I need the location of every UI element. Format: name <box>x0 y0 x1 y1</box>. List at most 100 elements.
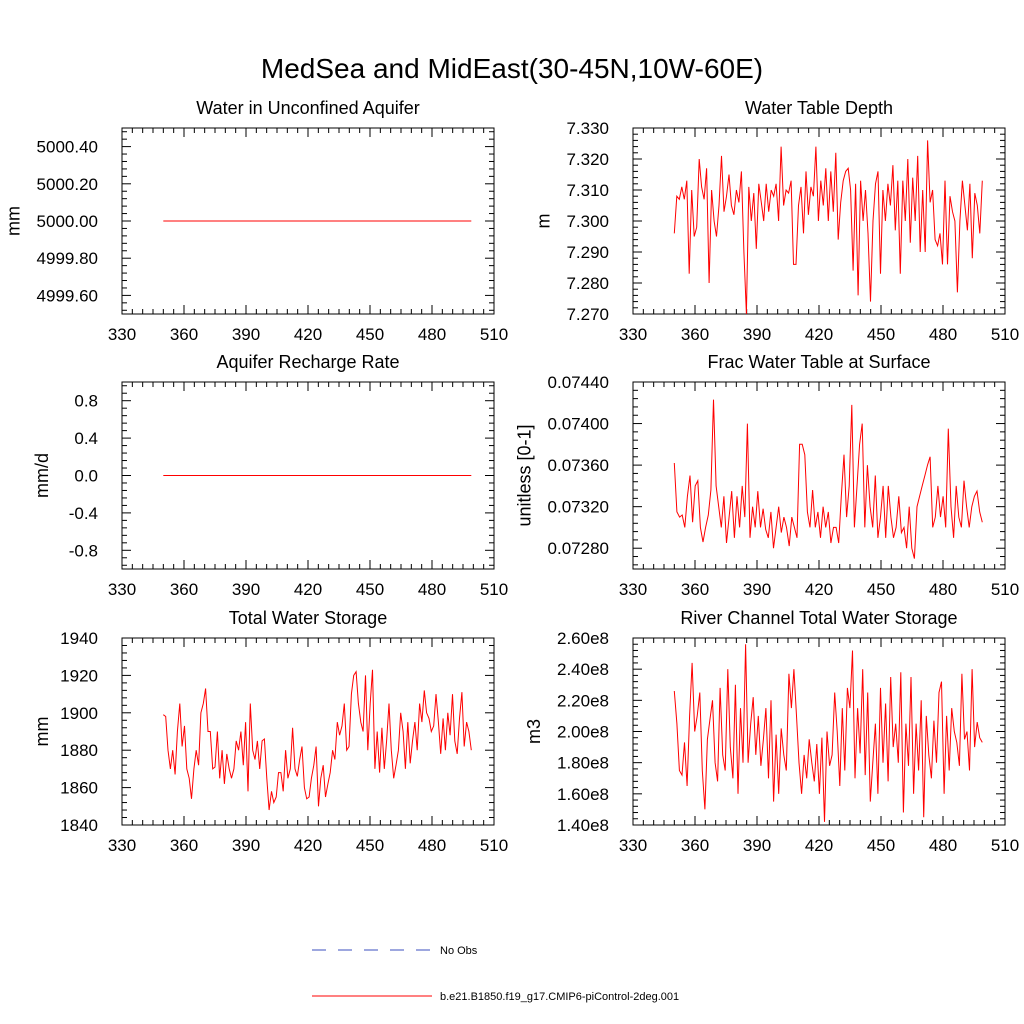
y-tick-label: 0.07320 <box>548 498 609 517</box>
panel-title: River Channel Total Water Storage <box>680 608 957 628</box>
series-line <box>673 644 983 822</box>
y-tick-label: 0.8 <box>74 392 98 411</box>
y-tick-label: 5000.40 <box>37 138 98 157</box>
y-tick-label: 1860 <box>60 779 98 798</box>
x-tick-label: 450 <box>356 580 384 599</box>
series-line <box>163 669 472 811</box>
x-tick-label: 510 <box>480 836 508 855</box>
y-tick-label: 1880 <box>60 741 98 760</box>
panel-title: Aquifer Recharge Rate <box>216 352 399 372</box>
x-tick-label: 450 <box>356 836 384 855</box>
y-tick-label: 2.00e8 <box>557 723 609 742</box>
x-tick-label: 510 <box>991 836 1019 855</box>
x-tick-label: 450 <box>867 580 895 599</box>
y-tick-label: 1920 <box>60 666 98 685</box>
x-tick-label: 330 <box>108 580 136 599</box>
x-tick-label: 480 <box>418 836 446 855</box>
x-tick-label: 420 <box>805 325 833 344</box>
y-tick-label: 7.330 <box>566 119 609 138</box>
x-tick-label: 330 <box>108 325 136 344</box>
y-tick-label: -0.8 <box>69 541 98 560</box>
x-tick-label: 330 <box>619 836 647 855</box>
x-tick-label: 510 <box>991 325 1019 344</box>
x-tick-label: 360 <box>170 325 198 344</box>
y-tick-label: 2.40e8 <box>557 660 609 679</box>
x-tick-label: 480 <box>929 836 957 855</box>
x-tick-label: 390 <box>232 325 260 344</box>
x-tick-label: 420 <box>294 580 322 599</box>
x-tick-label: 390 <box>232 836 260 855</box>
y-axis-label: unitless [0-1] <box>515 424 535 526</box>
x-tick-label: 360 <box>681 325 709 344</box>
y-tick-label: 5000.00 <box>37 212 98 231</box>
y-tick-label: 0.07440 <box>548 373 609 392</box>
panel-3: Aquifer Recharge Rate 330 360 390 420 450 480 5… <box>32 352 508 599</box>
y-tick-label: 2.60e8 <box>557 629 609 648</box>
x-tick-label: 390 <box>232 580 260 599</box>
panel-title: Water Table Depth <box>745 98 893 118</box>
legend: No Obs b.e21.B1850.f19_g17.CMIP6-piContr… <box>312 945 679 1003</box>
x-tick-label: 330 <box>619 325 647 344</box>
x-tick-label: 480 <box>418 580 446 599</box>
y-tick-label: 7.270 <box>566 305 609 324</box>
y-tick-label: 4999.60 <box>37 286 98 305</box>
x-tick-label: 420 <box>805 580 833 599</box>
y-tick-label: 1.60e8 <box>557 785 609 804</box>
legend-obs-label: No Obs <box>440 945 478 957</box>
x-tick-label: 510 <box>480 325 508 344</box>
x-tick-label: 360 <box>681 836 709 855</box>
y-axis-label: mm/d <box>32 453 52 498</box>
y-tick-label: 1840 <box>60 816 98 835</box>
y-axis-label: mm <box>4 206 24 236</box>
panel-title: Total Water Storage <box>229 608 387 628</box>
y-tick-label: 1.40e8 <box>557 816 609 835</box>
panel-1: Water in Unconfined Aquifer 330 360 390 420 4… <box>4 98 509 344</box>
y-tick-label: 5000.20 <box>37 175 98 194</box>
y-tick-label: 0.07280 <box>548 539 609 558</box>
y-axis-label: mm <box>32 717 52 747</box>
panel-6: River Channel Total Water Storage 330 360 3… <box>524 608 1019 855</box>
x-tick-label: 330 <box>108 836 136 855</box>
x-tick-label: 420 <box>294 836 322 855</box>
y-tick-label: 2.20e8 <box>557 691 609 710</box>
panel-2: Water Table Depth 330 360 390 420 450 480 510 7.… <box>534 98 1020 344</box>
x-tick-label: 390 <box>743 580 771 599</box>
y-axis-label: m <box>534 214 554 229</box>
y-tick-label: 1900 <box>60 704 98 723</box>
legend-model-label: b.e21.B1850.f19_g17.CMIP6-piControl-2deg… <box>440 991 679 1003</box>
y-tick-label: 1.80e8 <box>557 754 609 773</box>
x-tick-label: 360 <box>170 836 198 855</box>
x-tick-label: 420 <box>805 836 833 855</box>
panels: Water in Unconfined Aquifer 330 360 390 420 4… <box>4 98 1020 855</box>
y-tick-label: 4999.80 <box>37 249 98 268</box>
x-tick-label: 450 <box>867 836 895 855</box>
y-tick-label: 7.310 <box>566 181 609 200</box>
x-tick-label: 330 <box>619 580 647 599</box>
x-tick-label: 510 <box>480 580 508 599</box>
x-tick-label: 450 <box>867 325 895 344</box>
y-tick-label: 7.320 <box>566 150 609 169</box>
x-tick-label: 480 <box>929 580 957 599</box>
x-tick-label: 360 <box>170 580 198 599</box>
series-line <box>673 399 983 559</box>
plot-frame <box>632 381 1006 570</box>
x-tick-label: 390 <box>743 836 771 855</box>
x-tick-label: 480 <box>929 325 957 344</box>
x-tick-label: 450 <box>356 325 384 344</box>
y-tick-label: -0.4 <box>69 504 98 523</box>
x-tick-label: 480 <box>418 325 446 344</box>
x-tick-label: 510 <box>991 580 1019 599</box>
x-tick-label: 390 <box>743 325 771 344</box>
y-tick-label: 7.280 <box>566 274 609 293</box>
y-tick-label: 7.300 <box>566 212 609 231</box>
panel-4: Frac Water Table at Surface 330 360 390 420 4… <box>515 352 1020 599</box>
series-line <box>673 140 983 315</box>
y-tick-label: 7.290 <box>566 243 609 262</box>
panel-5: Total Water Storage 330 360 390 420 450 480 510… <box>32 608 508 855</box>
figure-title: MedSea and MidEast(30-45N,10W-60E) <box>261 53 763 84</box>
x-tick-label: 420 <box>294 325 322 344</box>
y-tick-label: 0.07400 <box>548 415 609 434</box>
y-tick-label: 0.0 <box>74 467 98 486</box>
y-tick-label: 0.07360 <box>548 456 609 475</box>
